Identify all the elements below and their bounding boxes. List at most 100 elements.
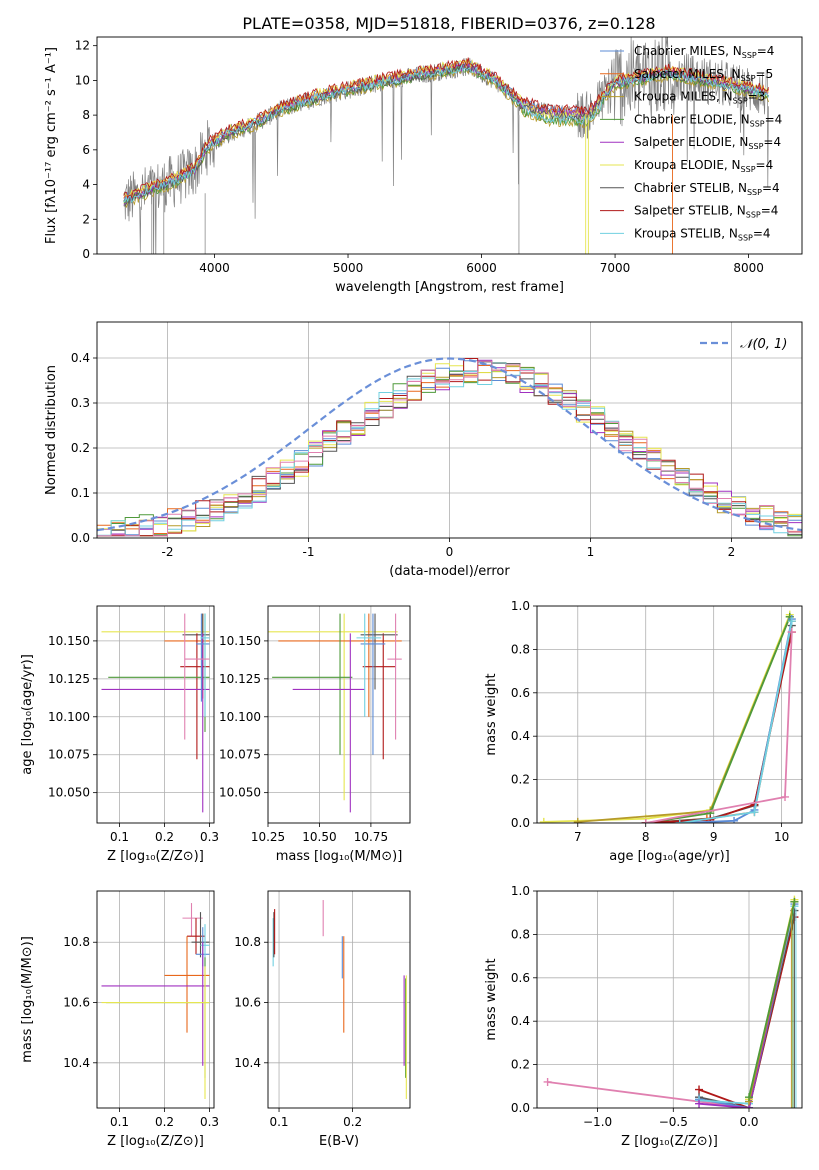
residual-histogram — [97, 358, 802, 537]
axes-spectrum: 4000 5000 6000 7000 8000 0 2 4 6 8 10 12 wavelength … — [44, 36, 803, 295]
axes-frame — [267, 605, 411, 824]
weight-line — [698, 905, 796, 1105]
legend-label: Chabrier MILES, NSSP=4 — [634, 44, 774, 60]
weight-marker — [787, 628, 796, 637]
x-tick-label: 2 — [728, 545, 736, 559]
y-tick-label: 10.6 — [63, 996, 90, 1010]
plot-area-residuals — [97, 322, 802, 538]
residual-legend: 𝒩(0, 1) — [700, 337, 787, 352]
y-axis-label: mass weight — [484, 673, 499, 755]
axes-frame — [536, 605, 803, 824]
legend-label: Chabrier STELIB, NSSP=4 — [634, 181, 780, 197]
x-tick-label: 0.1 — [110, 830, 129, 844]
y-tick-label: 10.075 — [219, 748, 261, 762]
x-tick-label: 1 — [587, 545, 595, 559]
spectrum-model-line — [123, 57, 769, 199]
plot-area-weight-vs-age — [537, 606, 802, 823]
y-tick-label: 4 — [82, 178, 90, 192]
y-tick-label: 12 — [75, 39, 90, 53]
plot-area-age-vs-mass — [268, 606, 410, 823]
y-tick-label: 2 — [82, 212, 90, 226]
axes-frame — [267, 890, 411, 1109]
weight-marker — [675, 819, 684, 823]
weight-marker — [745, 1093, 753, 1102]
x-axis-label: Z [log₁₀(Z/Z⊙)] — [621, 1134, 718, 1149]
figure-title: PLATE=0358, MJD=51818, FIBERID=0376, z=0… — [242, 14, 655, 33]
axes-weight-vs-age: 7 8 9 10 0.0 0.2 0.4 0.6 0.8 1.0 age [log₁₀(age/yr… — [484, 599, 803, 864]
plot-area-mass-vs-Z — [97, 891, 214, 1108]
y-axis-label: age [log₁₀(age/yr)] — [20, 654, 35, 775]
y-tick-label: 0.4 — [71, 351, 90, 365]
plot-area-mass-vs-EBV — [268, 891, 410, 1108]
weight-marker — [573, 817, 582, 823]
y-tick-label: 0.4 — [511, 729, 530, 743]
y-tick-label: 0.4 — [511, 1014, 530, 1028]
weight-line — [698, 910, 796, 1108]
y-tick-label: 6 — [82, 143, 90, 157]
x-tick-label: -1 — [303, 545, 315, 559]
y-tick-label: 10.6 — [234, 996, 261, 1010]
y-tick-label: 10.050 — [48, 786, 90, 800]
x-tick-label: 0 — [446, 545, 454, 559]
axes-frame — [96, 36, 803, 255]
y-tick-label: 10.125 — [219, 672, 261, 686]
x-tick-label: 0.2 — [155, 1115, 174, 1129]
axes-frame — [536, 890, 803, 1109]
y-tick-label: 10.100 — [48, 710, 90, 724]
weight-line — [698, 901, 796, 1108]
axes-frame — [96, 605, 215, 824]
axes-mass-vs-EBV: 0.1 0.2 10.4 10.6 10.8 E(B-V) — [234, 890, 411, 1149]
x-tick-label: 10.75 — [354, 830, 388, 844]
x-tick-label: 7000 — [600, 261, 631, 275]
axes-residuals: -2 -1 0 1 2 0.0 0.1 0.2 0.3 0.4 (data-model)/error… — [44, 321, 803, 579]
y-tick-label: 10 — [75, 73, 90, 87]
y-tick-label: 10.050 — [219, 786, 261, 800]
y-tick-label: 0 — [82, 247, 90, 261]
weight-marker — [730, 816, 739, 823]
weight-marker — [539, 817, 548, 823]
weight-line — [698, 916, 796, 1108]
y-tick-label: 8 — [82, 108, 90, 122]
weight-marker — [787, 617, 796, 626]
legend-label: Kroupa MILES, NSSP=3 — [634, 90, 765, 106]
y-tick-label: 10.4 — [63, 1056, 90, 1070]
legend-label: 𝒩(0, 1) — [740, 337, 787, 352]
x-tick-label: 5000 — [333, 261, 364, 275]
x-axis-label: Z [log₁₀(Z/Z⊙)] — [107, 849, 204, 864]
x-tick-label: 0.2 — [343, 1115, 362, 1129]
x-axis-label: E(B-V) — [319, 1134, 359, 1149]
x-axis-label: age [log₁₀(age/yr)] — [609, 849, 730, 864]
x-tick-label: 8 — [642, 830, 650, 844]
y-tick-label: 0.2 — [511, 1058, 530, 1072]
y-tick-label: 0.0 — [71, 531, 90, 545]
plot-area-age-vs-Z — [97, 606, 214, 823]
y-tick-label: 0.8 — [511, 642, 530, 656]
y-tick-label: 10.8 — [63, 935, 90, 949]
legend-label: Salpeter STELIB, NSSP=4 — [634, 204, 778, 220]
axes-age-vs-Z: 0.1 0.2 0.3 10.050 10.075 10.100 10.125 10.150 Z… — [20, 605, 219, 864]
x-axis-label: wavelength [Angstrom, rest frame] — [335, 280, 564, 295]
plot-layer: 4000 5000 6000 7000 8000024681012wavelength … — [20, 36, 803, 1149]
weight-line — [748, 901, 796, 1098]
weight-line — [543, 614, 791, 823]
x-axis-label: Z [log₁₀(Z/Z⊙)] — [107, 1134, 204, 1149]
plot-area-spectrum — [123, 37, 769, 254]
x-axis-label: mass [log₁₀(M/M⊙)] — [276, 849, 403, 864]
x-tick-label: 10 — [774, 830, 789, 844]
axes-frame — [96, 321, 803, 539]
plot-area-weight-vs-Z — [537, 891, 802, 1108]
y-tick-label: 0.2 — [71, 441, 90, 455]
weight-marker — [781, 792, 790, 801]
axes-mass-vs-Z: 0.1 0.2 0.3 10.4 10.6 10.8 Z [log₁₀(Z/Z⊙)] mass… — [20, 890, 219, 1149]
y-tick-label: 10.150 — [219, 634, 261, 648]
x-tick-label: 0.1 — [110, 1115, 129, 1129]
y-tick-label: 10.125 — [48, 672, 90, 686]
y-tick-label: 1.0 — [511, 884, 530, 898]
x-tick-label: 0.3 — [200, 1115, 219, 1129]
axes-weight-vs-Z: −1.0 −0.5 0.0 0.0 0.2 0.4 0.6 0.8 1.0 Z [log₁₀(Z/… — [484, 884, 803, 1149]
legend-label: Salpeter ELODIE, NSSP=4 — [634, 135, 781, 151]
x-tick-label: 7 — [574, 830, 582, 844]
weight-marker — [641, 819, 650, 823]
weight-line — [547, 916, 796, 1108]
